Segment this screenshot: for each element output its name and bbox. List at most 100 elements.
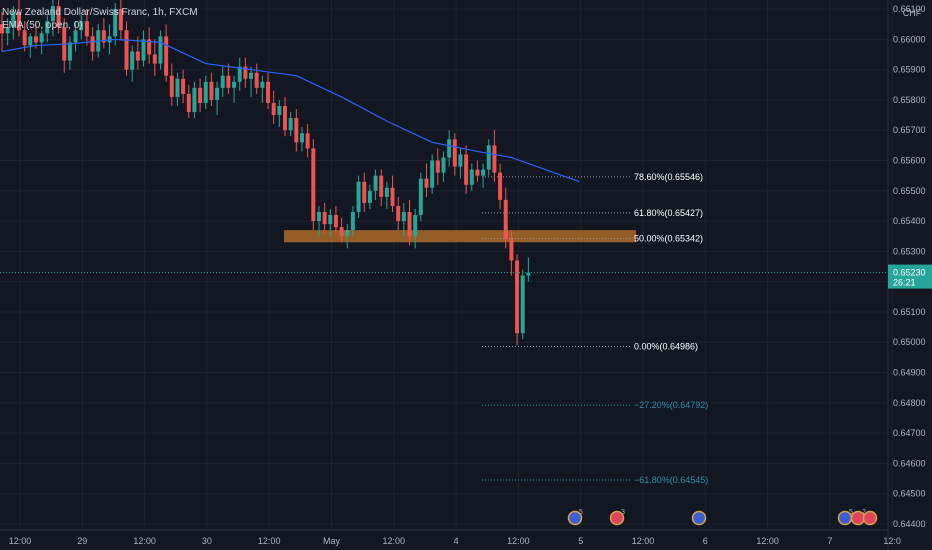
candle	[498, 163, 503, 209]
candle-body	[384, 187, 389, 197]
candle	[294, 109, 299, 152]
candle	[430, 154, 435, 194]
candle-body	[169, 75, 174, 97]
candle-body	[28, 36, 33, 46]
candle	[486, 139, 491, 176]
time-tick-label: 5	[578, 536, 583, 546]
candle	[198, 78, 203, 113]
event-marker[interactable]: 2	[850, 509, 867, 526]
event-marker[interactable]: 5	[837, 509, 854, 526]
candle-body	[249, 72, 254, 79]
candle-body	[469, 169, 474, 185]
event-icon	[567, 510, 583, 526]
event-markers[interactable]: 5 3 5 2	[567, 509, 878, 526]
event-marker[interactable]: 5	[567, 509, 584, 526]
candle	[73, 21, 78, 52]
candle-body	[141, 39, 146, 61]
candle-body	[447, 139, 452, 158]
candle	[39, 30, 44, 55]
candle-body	[192, 87, 197, 113]
candle-body	[147, 39, 152, 55]
candle-body	[33, 36, 38, 43]
candle-body	[481, 169, 486, 176]
candle	[356, 175, 361, 219]
candle	[345, 224, 350, 249]
candle-body	[158, 36, 163, 64]
time-tick-label: 12:00	[383, 536, 406, 546]
candle-body	[299, 133, 304, 143]
candle-body	[84, 21, 89, 37]
fib-retracement[interactable]: 78.60%(0.65546) 61.80%(0.65427) 50.00%(0.6…	[482, 172, 708, 485]
candle-body	[16, 12, 21, 31]
price-tick-label: 0.64900	[893, 368, 926, 378]
time-tick-label: 12:00	[133, 536, 156, 546]
candle	[90, 27, 95, 61]
candle	[84, 9, 89, 46]
candle-body	[175, 78, 180, 97]
candle	[254, 63, 259, 94]
candles[interactable]	[0, 0, 531, 346]
candle-body	[5, 27, 10, 34]
candle	[299, 127, 304, 152]
chart-legend[interactable]: New Zealand Dollar/Swiss Franc, 1h, FXCM…	[2, 6, 198, 32]
price-axis[interactable]: 0.66100 0.66000 0.65900 0.65800 0.65700 0.656…	[887, 0, 932, 550]
candle	[124, 21, 129, 76]
candle	[316, 205, 321, 237]
candle-body	[56, 6, 61, 28]
candle-body	[526, 272, 531, 276]
candle	[158, 30, 163, 70]
bar-countdown: 26:21	[893, 278, 916, 288]
candle	[526, 257, 531, 282]
ema-path	[1, 38, 580, 183]
candle	[401, 202, 406, 237]
candle-body	[396, 205, 401, 222]
candle	[396, 196, 401, 231]
candle	[384, 181, 389, 209]
candle	[328, 208, 333, 237]
event-count: 5	[579, 509, 583, 516]
support-zone[interactable]	[284, 230, 636, 243]
candle-body	[492, 145, 497, 173]
candle	[11, 6, 16, 40]
candle	[339, 218, 344, 243]
event-marker[interactable]	[691, 510, 707, 526]
candle-body	[243, 66, 248, 79]
candle-body	[203, 81, 208, 103]
candle-body	[135, 51, 140, 61]
candle-body	[260, 81, 265, 88]
event-icon	[862, 510, 878, 526]
candle	[362, 172, 367, 212]
candle-body	[418, 178, 423, 216]
time-tick-label: May	[323, 536, 341, 546]
candle-body	[101, 30, 106, 43]
candle	[220, 66, 225, 97]
price-tick-label: 0.64500	[893, 489, 926, 499]
indicator-label[interactable]: EMA (50, open, 0)	[2, 20, 83, 31]
last-price-value: 0.65230	[893, 268, 926, 278]
candle	[118, 0, 123, 40]
event-marker[interactable]: 3	[609, 509, 626, 526]
time-tick-label: 30	[202, 536, 212, 546]
candle-body	[515, 260, 520, 334]
candle	[141, 30, 146, 67]
candle-body	[441, 157, 446, 173]
time-axis[interactable]: 12:00 29 12:00 30 12:00 May 12:00 4 12:00 5 12:00 6…	[0, 529, 901, 546]
candle	[101, 18, 106, 49]
candle	[209, 72, 214, 106]
candle	[22, 21, 27, 52]
symbol-title[interactable]: New Zealand Dollar/Swiss Franc, 1h, FXCM	[2, 7, 198, 18]
candle	[390, 175, 395, 212]
candle-body	[367, 190, 372, 203]
time-tick-label: 12:00	[258, 536, 281, 546]
candle	[424, 163, 429, 197]
time-tick-label: 12:0	[883, 536, 901, 546]
candle	[147, 27, 152, 64]
event-marker[interactable]	[862, 510, 878, 526]
candle-body	[271, 102, 276, 116]
candle-body	[181, 78, 186, 94]
candle-body	[152, 54, 157, 64]
candle-body	[73, 30, 78, 43]
candle-body	[39, 33, 44, 43]
candle	[367, 184, 372, 209]
